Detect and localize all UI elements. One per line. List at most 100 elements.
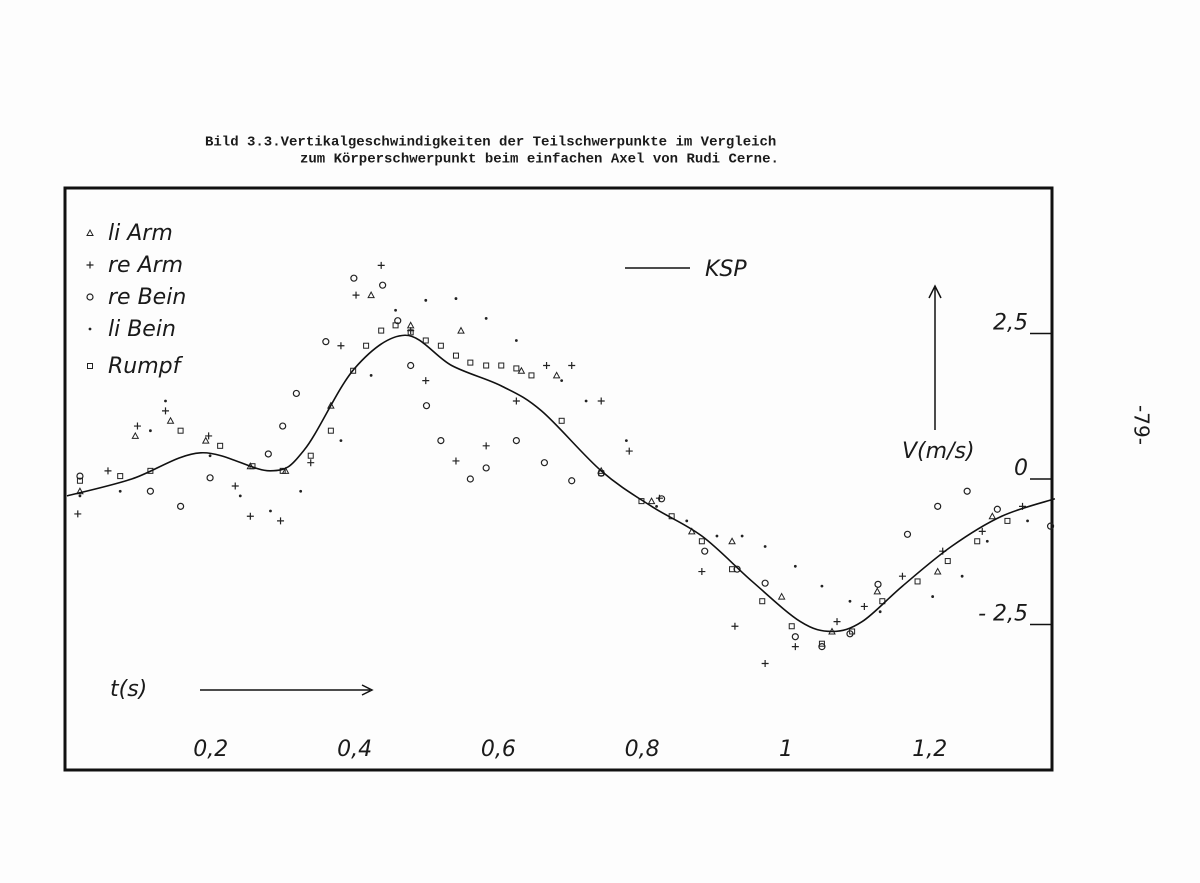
data-point	[1004, 517, 1011, 524]
data-point	[512, 397, 520, 405]
data-point	[833, 618, 841, 626]
x-tick-label: 1,2	[912, 737, 947, 762]
data-point	[392, 322, 399, 329]
data-point	[76, 487, 84, 495]
data-point	[177, 427, 184, 434]
data-point	[655, 504, 658, 508]
data-point	[685, 519, 689, 523]
legend-marker	[86, 228, 94, 236]
data-point	[728, 537, 736, 545]
y-axis-label: V(m/s)	[902, 439, 975, 464]
data-point	[482, 442, 490, 450]
data-point	[552, 371, 561, 379]
data-point	[540, 459, 549, 467]
data-point	[985, 539, 989, 543]
data-point	[701, 547, 709, 555]
legend-marker	[86, 293, 94, 301]
data-point	[978, 527, 986, 535]
data-point	[715, 534, 719, 538]
data-point	[740, 534, 744, 538]
data-point	[394, 308, 397, 312]
data-point	[878, 610, 882, 614]
data-point	[568, 362, 576, 370]
data-point	[339, 439, 343, 442]
data-point	[584, 399, 588, 403]
x-tick-label: 0,4	[337, 737, 372, 762]
data-point	[231, 482, 239, 490]
data-point	[176, 502, 185, 510]
y-tick-label: - 2,5	[978, 602, 1028, 627]
data-point	[698, 568, 706, 576]
y-tick-label: 2,5	[993, 311, 1028, 336]
x-tick-label: 0,2	[193, 737, 228, 762]
y-arrow-head	[928, 284, 942, 299]
data-point	[1026, 519, 1029, 523]
data-point	[761, 659, 769, 667]
data-point	[279, 422, 287, 430]
data-point	[731, 622, 739, 630]
data-point	[118, 489, 122, 493]
legend-label: li Arm	[108, 221, 173, 246]
data-point	[337, 342, 345, 350]
data-point	[452, 352, 459, 359]
data-point	[963, 487, 971, 495]
data-point	[931, 595, 935, 598]
data-point	[848, 599, 852, 603]
data-point	[777, 592, 786, 600]
data-point	[933, 567, 942, 575]
data-point	[657, 495, 666, 503]
legend-label: Rumpf	[108, 354, 184, 379]
data-point	[407, 329, 414, 336]
data-point	[292, 389, 300, 398]
data-point	[166, 416, 175, 424]
data-point	[377, 261, 385, 269]
data-point	[568, 477, 576, 485]
data-point	[759, 598, 766, 605]
data-point	[206, 474, 214, 482]
data-point	[217, 442, 224, 449]
data-point	[76, 477, 83, 484]
data-point	[934, 502, 942, 510]
data-point	[407, 361, 415, 370]
data-point	[277, 517, 285, 525]
data-point	[367, 291, 375, 299]
data-point	[874, 580, 882, 588]
data-point	[437, 436, 445, 445]
x-tick-label: 0,6	[481, 737, 516, 762]
ksp-line	[66, 334, 1056, 633]
legend-marker	[87, 363, 93, 369]
data-point	[164, 399, 167, 403]
data-point	[238, 494, 242, 498]
data-point	[698, 538, 705, 545]
data-point	[466, 475, 474, 483]
data-point	[560, 379, 564, 383]
data-point	[498, 362, 505, 369]
data-point	[467, 359, 474, 366]
data-point	[307, 459, 315, 467]
data-point	[898, 572, 906, 580]
y-tick-label: 0	[1014, 456, 1028, 481]
legend-label: KSP	[705, 257, 747, 282]
data-point	[860, 602, 868, 610]
data-point	[624, 439, 628, 442]
data-point	[422, 337, 429, 344]
data-point	[597, 397, 605, 405]
page-number: -79-	[1130, 405, 1154, 445]
chart-title: Bild 3.3.Vertikalgeschwindigkeiten der T…	[205, 135, 776, 151]
data-point	[437, 342, 444, 349]
data-point	[993, 505, 1001, 513]
data-point	[763, 545, 767, 548]
data-point	[379, 281, 387, 289]
data-point	[74, 510, 82, 518]
data-point	[162, 407, 169, 415]
data-point	[378, 327, 385, 334]
data-point	[543, 362, 551, 370]
data-point	[146, 487, 155, 495]
data-point	[914, 578, 921, 585]
data-point	[322, 338, 330, 346]
data-point	[483, 362, 490, 369]
chart-subtitle: zum Körperschwerpunkt beim einfachen Axe…	[300, 152, 779, 168]
x-tick-label: 1	[779, 737, 793, 762]
